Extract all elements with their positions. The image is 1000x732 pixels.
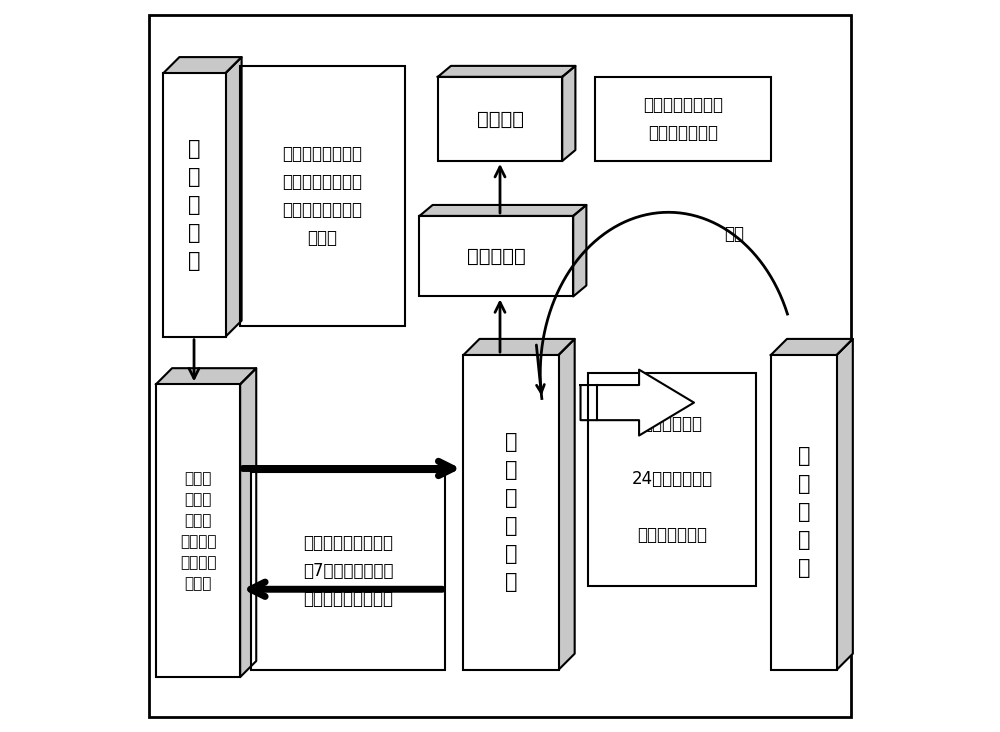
Text: 全年供水主管温度恒
定7度，供冷过度，
造成机电设备功耗大: 全年供水主管温度恒 定7度，供冷过度， 造成机电设备功耗大 bbox=[303, 534, 393, 608]
Text: 回风: 回风 bbox=[724, 225, 744, 243]
Bar bbox=[771, 355, 837, 670]
Text: 只采集温度等信号
供监控系统查看: 只采集温度等信号 供监控系统查看 bbox=[643, 96, 723, 142]
Text: 服
务
器
机
柜: 服 务 器 机 柜 bbox=[798, 447, 810, 578]
Bar bbox=[251, 472, 445, 670]
Polygon shape bbox=[581, 370, 694, 436]
Polygon shape bbox=[463, 339, 575, 355]
Polygon shape bbox=[562, 66, 575, 161]
Text: 末端与制冷系统没
有直接联系，各自
独立运行，减载信
号滞后: 末端与制冷系统没 有直接联系，各自 独立运行，减载信 号滞后 bbox=[282, 145, 362, 247]
Polygon shape bbox=[226, 57, 242, 337]
Text: 动环系统: 动环系统 bbox=[477, 110, 524, 128]
Bar bbox=[163, 73, 226, 337]
Bar bbox=[588, 373, 756, 586]
Polygon shape bbox=[163, 57, 242, 73]
Polygon shape bbox=[438, 66, 575, 77]
Text: 自
控
主
控
柜: 自 控 主 控 柜 bbox=[188, 139, 201, 271]
Polygon shape bbox=[240, 368, 256, 677]
Bar bbox=[595, 77, 771, 161]
Polygon shape bbox=[419, 205, 586, 216]
Polygon shape bbox=[156, 368, 256, 384]
Text: 嵌入式设备: 嵌入式设备 bbox=[467, 247, 526, 266]
Bar bbox=[240, 66, 405, 326]
Bar bbox=[419, 216, 573, 296]
Bar bbox=[438, 77, 562, 161]
Polygon shape bbox=[771, 339, 853, 355]
Text: 送风温度恒定

24度，控制由空

调自行调节控制: 送风温度恒定 24度，控制由空 调自行调节控制 bbox=[631, 415, 713, 544]
Polygon shape bbox=[573, 205, 586, 296]
Text: 末
端
空
调
设
备: 末 端 空 调 设 备 bbox=[505, 433, 517, 592]
Polygon shape bbox=[559, 339, 575, 670]
Polygon shape bbox=[837, 339, 853, 670]
Bar bbox=[156, 384, 240, 677]
Bar bbox=[463, 355, 559, 670]
Text: 机电设
备：冷
机、冷
冻、冷却
水泵、冷
塔风机: 机电设 备：冷 机、冷 冻、冷却 水泵、冷 塔风机 bbox=[180, 471, 216, 591]
